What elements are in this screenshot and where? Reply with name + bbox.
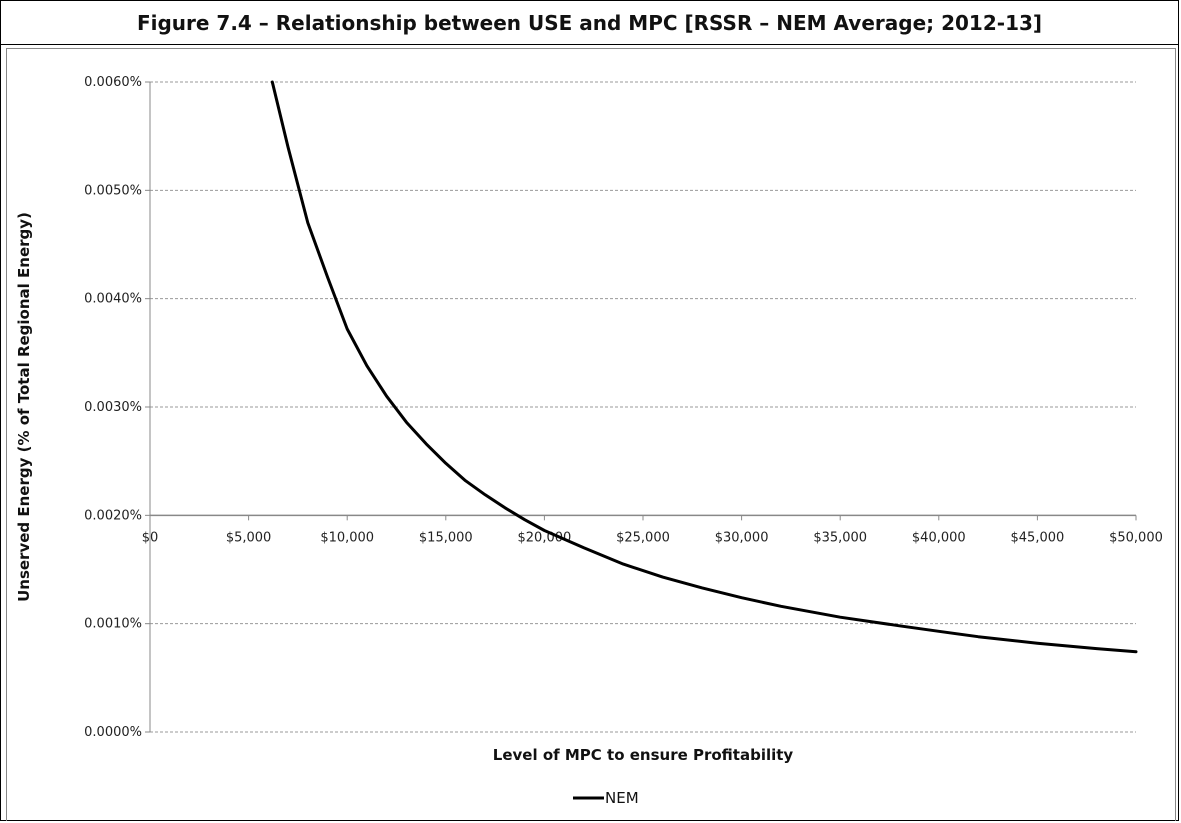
- y-tick-label: 0.0030%: [84, 400, 142, 415]
- x-tick-labels: $0 $5,000 $10,000 $15,000 $20,000 $25,000 $30,…: [142, 530, 1163, 545]
- series-layer: [270, 80, 1138, 654]
- gridlines: [150, 81, 1136, 733]
- x-axis-title: Level of MPC to ensure Profitability: [493, 746, 794, 764]
- x-tick-label: $5,000: [226, 530, 272, 545]
- x-tick-label: $20,000: [518, 530, 572, 545]
- y-tick-label: 0.0020%: [84, 508, 142, 523]
- y-tick-label: 0.0010%: [84, 617, 142, 632]
- legend: NEM: [573, 789, 639, 807]
- x-tick-label: $30,000: [715, 530, 769, 545]
- x-tick-label: $25,000: [616, 530, 670, 545]
- x-tick-label: $45,000: [1011, 530, 1065, 545]
- series-line-nem: [270, 80, 1138, 654]
- x-tick-label: $15,000: [419, 530, 473, 545]
- x-tick-label: $0: [142, 530, 159, 545]
- y-tick-label: 0.0060%: [84, 75, 142, 90]
- title-bar: Figure 7.4 – Relationship between USE an…: [1, 1, 1178, 45]
- legend-label-nem: NEM: [605, 789, 639, 807]
- x-tick-label: $10,000: [320, 530, 374, 545]
- axes: [145, 81, 1137, 733]
- y-tick-label: 0.0000%: [84, 725, 142, 740]
- x-tick-label: $35,000: [813, 530, 867, 545]
- y-axis-title: Unserved Energy (% of Total Regional Ene…: [15, 212, 33, 602]
- line-chart: 0.0000% 0.0010% 0.0020% 0.0030% 0.0040% 0.005…: [15, 75, 1163, 807]
- x-tick-label: $40,000: [912, 530, 966, 545]
- x-tick-label: $50,000: [1109, 530, 1163, 545]
- y-tick-label: 0.0040%: [84, 292, 142, 307]
- y-tick-labels: 0.0000% 0.0010% 0.0020% 0.0030% 0.0040% 0.005…: [84, 75, 142, 740]
- figure-title: Figure 7.4 – Relationship between USE an…: [136, 10, 1043, 35]
- chart-area: 0.0000% 0.0010% 0.0020% 0.0030% 0.0040% 0.005…: [6, 48, 1176, 821]
- y-tick-label: 0.0050%: [84, 183, 142, 198]
